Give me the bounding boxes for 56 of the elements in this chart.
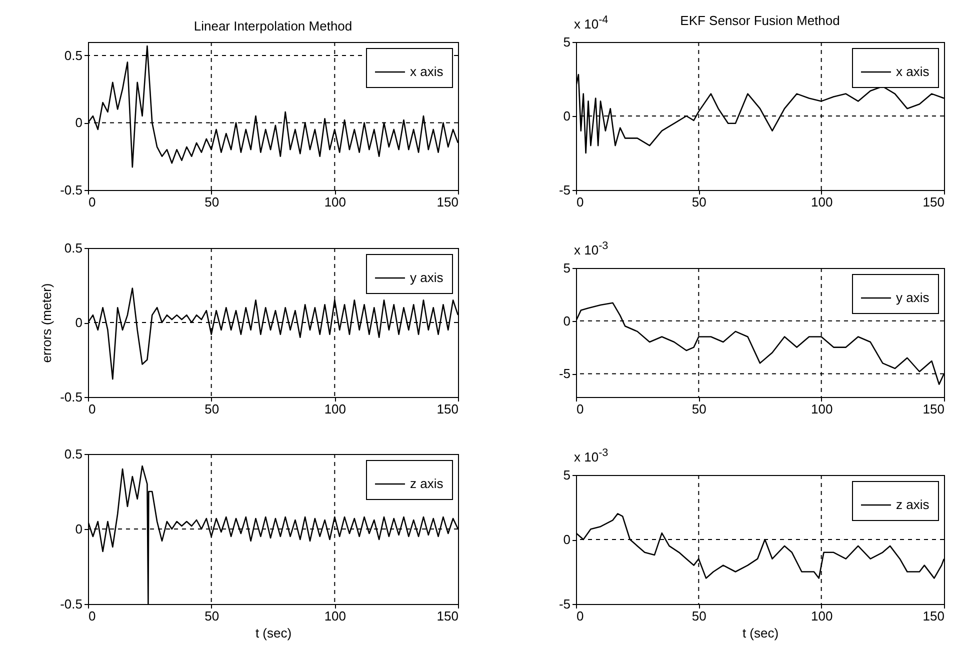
- y-tick-label: 0.5: [64, 446, 82, 462]
- x-tick-label: 0: [576, 402, 584, 416]
- legend-label: x axis: [896, 64, 930, 79]
- y-tick-label: 5: [563, 34, 570, 50]
- y-axis-title: errors (meter): [39, 283, 54, 363]
- x-tick-label: 150: [922, 608, 944, 624]
- text: x 10$^{-3}$: [574, 447, 608, 464]
- x-tick-label: 0: [88, 402, 96, 416]
- text: x 10$^{-3}$: [574, 240, 608, 258]
- chart-title: EKF Sensor Fusion Method: [680, 13, 840, 28]
- x-tick-label: 50: [692, 608, 706, 624]
- x-tick-label: 150: [436, 402, 458, 416]
- legend-label: z axis: [896, 497, 930, 512]
- x-tick-label: 100: [810, 402, 833, 416]
- x-tick-label: 0: [88, 194, 96, 210]
- y-tick-label: 0: [75, 115, 82, 130]
- chart-title: Linear Interpolation Method: [194, 18, 352, 34]
- y-tick-label: 5: [563, 468, 570, 482]
- x-tick-label: 100: [324, 194, 346, 210]
- y-tick-label: -5: [558, 182, 570, 198]
- x-tick-label: 100: [324, 608, 346, 624]
- x-tick-label: 150: [922, 194, 944, 210]
- x-tick-label: 0: [576, 608, 584, 624]
- x-tick-label: 50: [692, 402, 706, 416]
- y-tick-label: -0.5: [60, 596, 82, 612]
- x-tick-label: 150: [436, 608, 458, 624]
- x-tick-label: 50: [204, 402, 220, 416]
- y-tick-label: 5: [563, 260, 570, 276]
- y-tick-label: 0: [75, 522, 82, 536]
- x-tick-label: 150: [922, 402, 944, 416]
- x-axis-title: t (sec): [742, 626, 779, 640]
- y-tick-label: 0: [75, 315, 82, 330]
- text: x 10$^{-4}$: [574, 14, 608, 32]
- x-tick-label: 50: [204, 194, 220, 210]
- x-tick-label: 100: [324, 402, 346, 416]
- y-tick-label: 0: [563, 108, 570, 124]
- y-tick-label: 0.5: [64, 240, 82, 256]
- x-tick-label: 0: [576, 194, 584, 210]
- y-tick-label: 0: [563, 532, 570, 547]
- x-tick-label: 50: [692, 194, 706, 210]
- y-tick-label: 0.5: [64, 48, 82, 63]
- y-tick-label: -5: [558, 596, 570, 612]
- legend-label: z axis: [410, 476, 444, 491]
- y-tick-label: 0: [563, 313, 570, 328]
- legend-label: y axis: [896, 290, 930, 305]
- x-tick-label: 150: [436, 194, 458, 210]
- x-tick-label: 0: [88, 608, 96, 624]
- x-tick-label: 50: [204, 608, 220, 624]
- legend-label: y axis: [410, 270, 444, 285]
- x-axis-title: t (sec): [255, 626, 292, 640]
- y-tick-label: -5: [558, 366, 570, 382]
- y-tick-label: -0.5: [60, 390, 82, 404]
- legend-label: x axis: [410, 64, 444, 79]
- y-tick-label: -0.5: [60, 182, 82, 198]
- x-tick-label: 100: [810, 608, 833, 624]
- x-tick-label: 100: [810, 194, 833, 210]
